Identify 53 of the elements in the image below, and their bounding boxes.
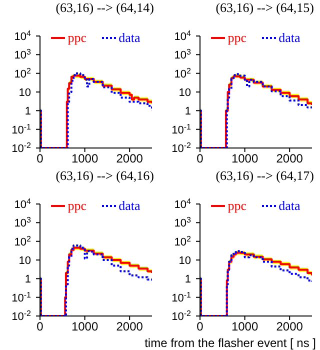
y-tick-label: 10$^{2}$ <box>174 66 192 80</box>
y-tick-label: 1 <box>184 106 191 118</box>
y-tick-label: 10$^{-1}$ <box>12 122 32 136</box>
y-tick-label: 10$^{3}$ <box>174 215 192 230</box>
x-tick-label: 1000 <box>71 320 98 334</box>
x-tick-label: 2000 <box>116 152 144 166</box>
x-tick-label: 0 <box>196 152 204 166</box>
y-tick-label: 1 <box>184 274 191 286</box>
legend-label: data <box>278 198 300 214</box>
y-tick-label: 10 <box>178 255 191 267</box>
y-tick-label: 10$^{-1}$ <box>172 122 192 136</box>
x-tick-label: 1000 <box>231 152 258 166</box>
chart-title: (63,16) --> (64,15) <box>214 0 315 16</box>
y-tick-label: 10$^{-2}$ <box>12 308 32 323</box>
y-tick-label: 10$^{-1}$ <box>172 290 192 304</box>
x-tick-label: 0 <box>196 320 204 334</box>
chart-title: (63,16) --> (64,16) <box>54 168 155 184</box>
y-tick-label: 10$^{-2}$ <box>12 140 32 155</box>
legend-label: ppc <box>68 198 87 214</box>
chart-title: (63,16) --> (64,14) <box>54 0 155 16</box>
x-tick-label: 1000 <box>231 320 258 334</box>
y-tick-label: 10$^{2}$ <box>174 234 192 248</box>
legend-label: data <box>118 198 140 214</box>
y-tick-label: 10$^{4}$ <box>14 196 32 211</box>
legend-label: ppc <box>68 30 87 46</box>
y-tick-label: 10$^{-2}$ <box>172 308 192 323</box>
x-tick-label: 1000 <box>71 152 98 166</box>
legend-label: data <box>278 30 300 46</box>
y-tick-label: 10 <box>18 87 31 99</box>
y-tick-label: 10$^{3}$ <box>14 215 32 230</box>
y-tick-label: 1 <box>24 274 31 286</box>
y-tick-label: 10$^{3}$ <box>14 47 32 62</box>
y-tick-label: 10$^{4}$ <box>174 196 192 211</box>
legend-label: ppc <box>228 198 247 214</box>
y-tick-label: 10$^{2}$ <box>14 66 32 80</box>
x-tick-label: 0 <box>36 320 44 334</box>
y-tick-label: 10$^{-2}$ <box>172 140 192 155</box>
x-tick-label: 2000 <box>276 320 304 334</box>
y-tick-label: 10 <box>178 87 191 99</box>
x-tick-label: 2000 <box>276 152 304 166</box>
chart-title: (63,16) --> (64,17) <box>214 168 315 184</box>
x-tick-label: 0 <box>36 152 44 166</box>
legend-label: ppc <box>228 30 247 46</box>
y-tick-label: 10$^{2}$ <box>14 234 32 248</box>
y-tick-label: 10$^{4}$ <box>14 28 32 43</box>
y-tick-label: 10$^{-1}$ <box>12 290 32 304</box>
y-tick-label: 10$^{3}$ <box>174 47 192 62</box>
x-tick-label: 2000 <box>116 320 144 334</box>
y-tick-label: 10 <box>18 255 31 267</box>
legend-label: data <box>118 30 140 46</box>
x-axis-title: time from the flasher event [ ns ] <box>144 336 317 350</box>
y-tick-label: 1 <box>24 106 31 118</box>
y-tick-label: 10$^{4}$ <box>174 28 192 43</box>
